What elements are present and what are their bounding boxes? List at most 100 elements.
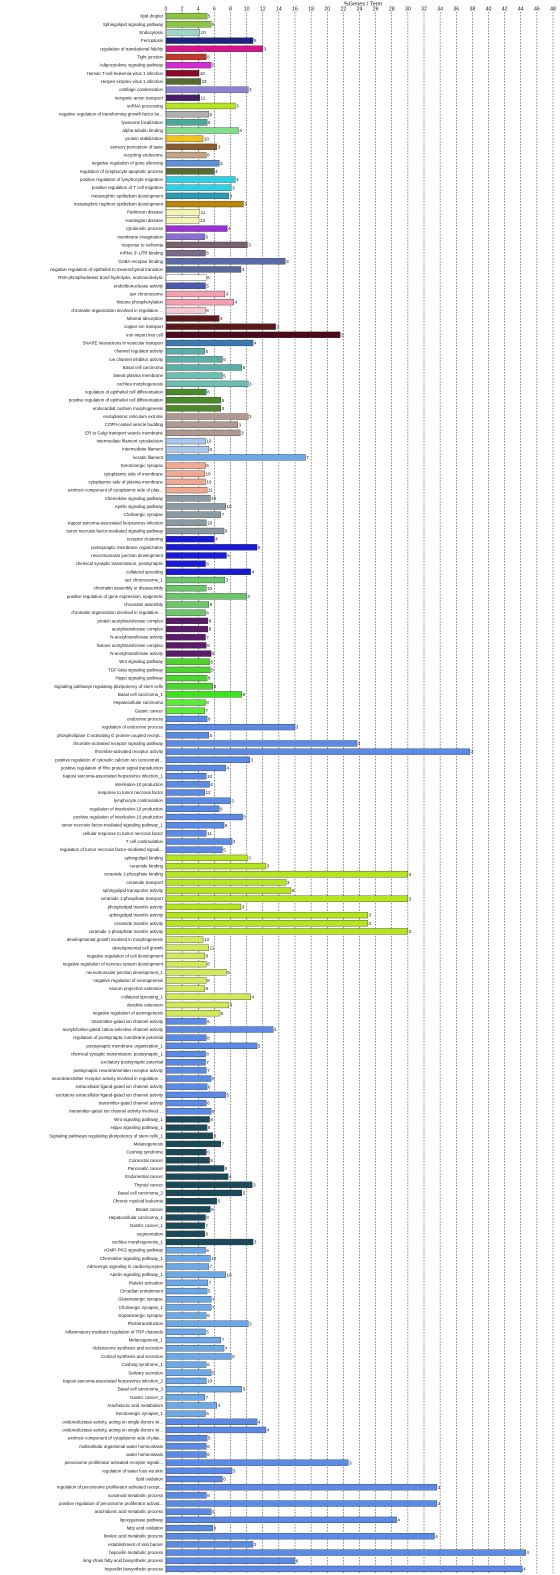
bar: [165, 1467, 233, 1474]
category-label: ceramide 1-phosphate transport: [101, 896, 164, 901]
bar-count-label: 8: [207, 390, 210, 395]
category-label: Ferroptosis: [141, 38, 164, 43]
bar: [165, 822, 225, 829]
bar-count-label: 8: [225, 823, 228, 828]
bar-count-label: 7: [206, 1060, 209, 1065]
bar: [165, 1075, 212, 1082]
bar-count-label: 4: [236, 177, 239, 182]
category-label: cGMP-PKG signaling pathway: [104, 1248, 164, 1253]
bar: [165, 724, 296, 731]
x-tick-label: 16: [292, 7, 298, 13]
bar: [165, 1230, 205, 1237]
category-label: histone phosphorylation: [117, 300, 164, 305]
category-label: RNA phosphodiester bond hydrolysis, endo…: [58, 275, 164, 280]
bar: [165, 1059, 206, 1066]
bar-count-label: 10: [204, 136, 210, 141]
bar: [165, 764, 226, 772]
bar-count-label: 8: [206, 561, 209, 566]
bar: [165, 1353, 232, 1360]
bar: [165, 151, 207, 159]
bar-count-label: 6: [214, 1526, 217, 1531]
bar: [165, 78, 201, 85]
category-label: metanephric nephron epithelium developme…: [74, 202, 164, 207]
bar-count-label: 7: [206, 1395, 209, 1400]
bar-count-label: 7: [212, 1305, 215, 1310]
bar-count-label: 12: [206, 790, 212, 795]
bar: [165, 527, 225, 535]
x-tick-label: 40: [486, 7, 492, 13]
bar-count-label: 3: [409, 896, 412, 901]
category-label: segmentation: [137, 1231, 164, 1236]
category-label: sphingolipid transporter activity: [103, 888, 164, 893]
bar: [165, 1516, 397, 1523]
bar: [165, 1034, 207, 1041]
bar: [165, 1271, 226, 1278]
category-label: Signaling pathways regulating pluripoten…: [54, 684, 164, 689]
bar-count-label: 4: [228, 226, 231, 231]
bar: [165, 650, 212, 657]
bar-count-label: 4: [215, 537, 218, 542]
bar-count-label: 3: [253, 1182, 256, 1187]
bar: [165, 625, 209, 633]
category-label: positive regulation of Rho protein signa…: [61, 765, 164, 770]
bar-count-label: 3: [233, 839, 236, 844]
category-label: Wnt signaling pathway_1: [114, 1117, 163, 1122]
category-label: ceramide transfer activity: [114, 921, 164, 926]
category-label: oxidoreductase activity, acting on singl…: [62, 1419, 163, 1424]
bar: [165, 1402, 217, 1409]
x-tick-label: 42: [502, 7, 508, 13]
category-label: Apelin signaling pathway_1: [110, 1272, 164, 1277]
bar-count-label: 11: [207, 831, 212, 836]
bar-count-label: 8: [207, 962, 210, 967]
bar: [165, 1492, 207, 1499]
bar: [165, 969, 227, 976]
category-label: chemical synaptic transmission, postsyna…: [76, 561, 164, 566]
bar-count-label: 4: [251, 569, 254, 574]
category-label: Mineral absorption: [127, 316, 164, 321]
bar: [165, 503, 226, 510]
bar-count-label: 5: [243, 1387, 246, 1392]
category-label: sensory perception of taste: [110, 144, 163, 149]
category-label: positive regulation of T cell migration: [92, 185, 164, 190]
bar-count-label: 8: [207, 978, 210, 983]
category-label: cytoplasmic side of membrane: [104, 471, 164, 476]
bar: [165, 871, 409, 878]
bar: [165, 1140, 222, 1148]
category-label: negative regulation of axonogenesis: [93, 1011, 164, 1016]
category-label: tumor necrosis factor-mediated signaling…: [66, 528, 163, 533]
bar-count-label: 8: [209, 627, 212, 632]
category-label: Adipocytokine signaling pathway: [100, 63, 164, 68]
bar: [165, 1484, 438, 1491]
category-label: excitatory extracellular ligand-gated io…: [56, 1092, 164, 1097]
bar-count-label: 6: [206, 349, 209, 354]
bar-count-label: 4: [254, 341, 257, 346]
bar-count-label: 5: [223, 847, 226, 852]
bar: [165, 544, 258, 551]
category-label: tumor necrosis factor-mediated signaling…: [61, 823, 163, 828]
bar-count-label: 5: [223, 357, 226, 362]
x-tick-label: 12: [260, 7, 266, 13]
bar-count-label: 6: [206, 251, 209, 256]
bar-count-label: 7: [222, 1142, 225, 1147]
bar-count-label: 8: [210, 1117, 213, 1122]
bar: [165, 568, 251, 575]
bar: [165, 45, 263, 52]
x-tick-label: 20: [324, 7, 330, 13]
bar-count-label: 5: [212, 63, 215, 68]
bar: [165, 920, 368, 927]
bar: [165, 397, 222, 404]
bar-count-label: 6: [207, 275, 210, 280]
bar: [165, 617, 209, 624]
category-label: sex chromosome_1: [125, 578, 164, 583]
category-label: postsynaptic membrane organization_1: [86, 1043, 163, 1048]
bar-count-label: 3: [218, 144, 221, 149]
bar: [165, 993, 251, 1000]
bar: [165, 1001, 230, 1009]
bar: [165, 699, 206, 706]
bar: [165, 1287, 208, 1295]
category-label: cochlea morphogenesis_1: [112, 1240, 164, 1245]
bar: [165, 936, 204, 943]
bar-count-label: 3: [247, 594, 250, 599]
bar: [165, 1312, 207, 1319]
x-tick-label: 0: [165, 7, 168, 13]
